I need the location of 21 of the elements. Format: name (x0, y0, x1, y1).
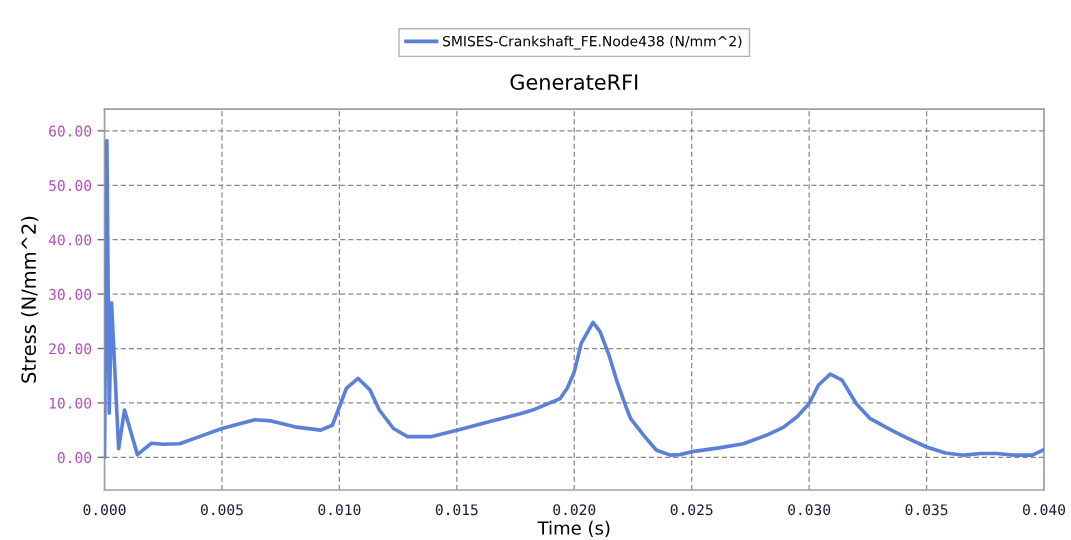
x-tick-label: 0.000 (83, 504, 126, 516)
x-tick-label: 0.005 (200, 504, 243, 516)
y-tick-label: 10.00 (49, 397, 92, 409)
x-tick-label: 0.035 (905, 504, 948, 516)
chart-title: GenerateRFI (510, 74, 638, 90)
y-tick-label: 40.00 (48, 234, 92, 246)
x-axis-title: Time (s) (537, 520, 610, 537)
x-tick-label: 0.020 (553, 504, 596, 516)
x-tick-label: 0.015 (435, 504, 478, 516)
x-tick-label: 0.010 (318, 504, 361, 516)
x-tick-label: 0.025 (670, 504, 713, 516)
y-axis-title: Stress (N/mm^2) (21, 216, 39, 383)
x-tick-label: 0.030 (788, 504, 831, 516)
legend-label: SMISES-Crankshaft_FE.Node438 (N/mm^2) (443, 35, 742, 50)
y-tick-label: 50.00 (49, 180, 92, 192)
x-tick-label: 0.040 (1023, 504, 1066, 516)
y-tick-label: 60.00 (49, 125, 92, 137)
line-series (104, 138, 1045, 460)
y-tick-label: 20.00 (49, 343, 92, 355)
y-tick-label: 0.00 (57, 452, 92, 464)
y-tick-label: 30.00 (49, 288, 92, 300)
